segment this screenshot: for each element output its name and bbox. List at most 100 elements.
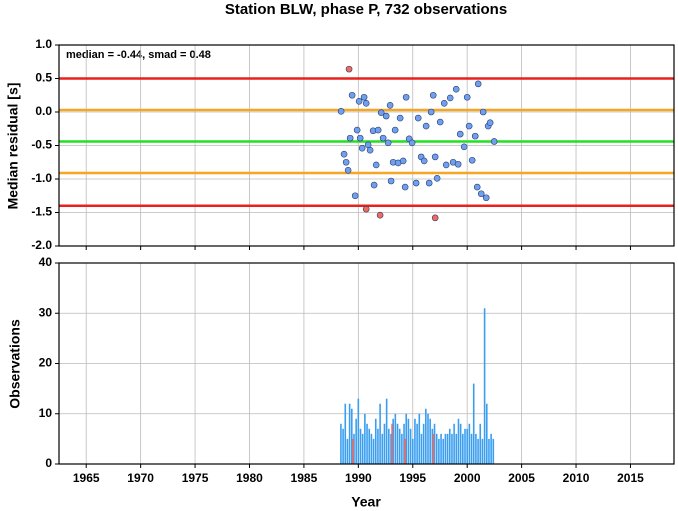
bar xyxy=(355,418,357,464)
bar xyxy=(383,423,386,464)
point xyxy=(431,214,439,222)
bar xyxy=(405,413,408,464)
bar xyxy=(385,398,388,464)
bar xyxy=(388,428,390,464)
point xyxy=(465,122,473,130)
x-tick-label: 1970 xyxy=(127,471,154,485)
bar xyxy=(472,383,475,464)
point xyxy=(387,177,395,185)
bar xyxy=(409,428,412,464)
bar xyxy=(411,438,414,464)
x-tick-label: 1985 xyxy=(291,471,318,485)
point xyxy=(399,157,407,165)
point xyxy=(353,126,361,134)
point xyxy=(362,205,370,213)
bar xyxy=(418,413,421,464)
annotation: median = -0.44, smad = 0.48 xyxy=(66,49,211,61)
point xyxy=(454,160,462,168)
point xyxy=(452,85,460,93)
y-axis-label: Median residual [s] xyxy=(5,83,21,210)
bar xyxy=(490,433,492,464)
y-tick-label: 0.5 xyxy=(35,71,52,85)
y-tick-label: 20 xyxy=(39,356,53,370)
y-tick-label: 0 xyxy=(45,456,52,470)
bar xyxy=(481,438,484,464)
bar xyxy=(483,308,486,464)
point xyxy=(370,181,378,189)
bar xyxy=(401,433,403,464)
point xyxy=(460,143,468,151)
bar xyxy=(485,403,488,464)
bar xyxy=(352,438,354,464)
bar xyxy=(361,433,364,464)
bar xyxy=(366,423,368,464)
bar xyxy=(390,433,392,464)
point xyxy=(422,122,430,130)
point xyxy=(425,179,433,187)
bar xyxy=(381,433,384,464)
point xyxy=(379,134,387,142)
y-tick-label: 30 xyxy=(39,305,53,319)
point xyxy=(355,97,363,105)
x-tick-label: 2005 xyxy=(508,471,535,485)
point xyxy=(468,156,476,164)
bar xyxy=(342,428,344,464)
point xyxy=(414,114,422,122)
point xyxy=(348,91,356,99)
point xyxy=(440,99,448,107)
point xyxy=(351,192,359,200)
bar xyxy=(438,438,440,464)
bar xyxy=(403,423,405,464)
point xyxy=(340,150,348,158)
point xyxy=(372,161,380,169)
point xyxy=(486,119,494,127)
bar xyxy=(404,438,406,464)
point xyxy=(342,158,350,166)
y-tick-label: -1.0 xyxy=(31,171,52,185)
bar xyxy=(359,428,362,464)
x-axis-label: Year xyxy=(351,494,381,510)
bar xyxy=(448,428,451,464)
bar xyxy=(435,433,438,464)
y-tick-label: -2.0 xyxy=(31,238,52,252)
point xyxy=(433,175,441,182)
bar xyxy=(440,433,442,464)
plot-frame xyxy=(58,262,675,465)
bar xyxy=(492,438,495,464)
point xyxy=(337,108,345,115)
point xyxy=(408,139,416,147)
bar xyxy=(459,423,462,464)
bar xyxy=(377,428,379,464)
x-tick-label: 2015 xyxy=(617,471,644,485)
bar xyxy=(431,428,434,464)
y-tick-label: 10 xyxy=(39,406,53,420)
bar xyxy=(470,433,473,464)
chart-title: Station BLW, phase P, 732 observations xyxy=(225,1,507,18)
bar xyxy=(451,433,453,464)
point xyxy=(463,93,471,101)
bar xyxy=(442,438,445,464)
x-tick-label: 1980 xyxy=(236,471,263,485)
x-tick-label: 1990 xyxy=(345,471,372,485)
y-tick-label: -0.5 xyxy=(31,138,52,152)
bar xyxy=(457,418,460,464)
point xyxy=(446,94,454,102)
point xyxy=(474,80,482,88)
point xyxy=(477,190,485,198)
point xyxy=(436,118,444,126)
bar xyxy=(444,433,447,464)
point xyxy=(356,134,364,142)
y-tick-label: 40 xyxy=(39,255,53,269)
x-tick-label: 2010 xyxy=(563,471,590,485)
bar xyxy=(432,433,435,464)
point xyxy=(377,109,385,116)
bar xyxy=(416,423,418,464)
plot-frame xyxy=(58,44,675,247)
bar xyxy=(394,413,397,464)
x-tick-label: 1995 xyxy=(399,471,426,485)
y-tick-label: 1.0 xyxy=(35,37,52,51)
point xyxy=(386,102,394,109)
bar xyxy=(414,418,416,464)
bar xyxy=(475,433,477,464)
bar xyxy=(340,423,342,464)
